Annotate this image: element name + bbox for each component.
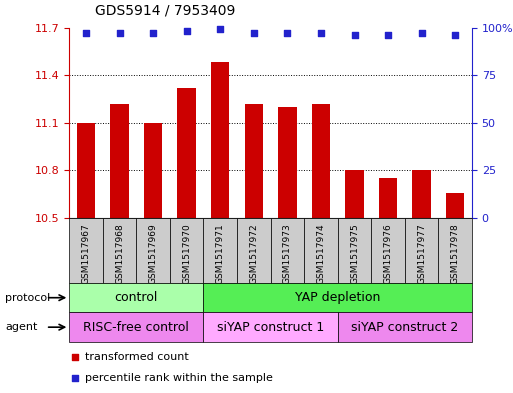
- Text: YAP depletion: YAP depletion: [295, 291, 381, 304]
- Bar: [237, 218, 271, 283]
- Text: RISC-free control: RISC-free control: [84, 321, 189, 334]
- Bar: [412, 171, 431, 218]
- Point: [283, 30, 291, 37]
- Text: GSM1517969: GSM1517969: [149, 223, 157, 284]
- Text: GSM1517973: GSM1517973: [283, 223, 292, 284]
- Bar: [204, 283, 472, 312]
- Point: [115, 30, 124, 37]
- Text: siYAP construct 1: siYAP construct 1: [217, 321, 324, 334]
- Text: transformed count: transformed count: [85, 352, 189, 362]
- Bar: [439, 218, 472, 283]
- Text: protocol: protocol: [5, 293, 50, 303]
- Text: GSM1517976: GSM1517976: [384, 223, 392, 284]
- Text: percentile rank within the sample: percentile rank within the sample: [85, 373, 273, 383]
- Text: agent: agent: [5, 322, 37, 332]
- Text: GDS5914 / 7953409: GDS5914 / 7953409: [95, 4, 235, 18]
- Bar: [144, 123, 163, 218]
- Bar: [379, 178, 397, 218]
- Text: GSM1517970: GSM1517970: [182, 223, 191, 284]
- Bar: [69, 218, 103, 283]
- Point: [250, 30, 258, 37]
- Text: control: control: [115, 291, 158, 304]
- Point: [317, 30, 325, 37]
- Bar: [312, 104, 330, 218]
- Bar: [69, 283, 204, 312]
- Bar: [271, 218, 304, 283]
- Text: GSM1517975: GSM1517975: [350, 223, 359, 284]
- Bar: [345, 171, 364, 218]
- Bar: [405, 218, 439, 283]
- Bar: [170, 218, 204, 283]
- Point: [384, 32, 392, 38]
- Bar: [103, 218, 136, 283]
- Text: GSM1517977: GSM1517977: [417, 223, 426, 284]
- Point: [71, 375, 80, 381]
- Text: GSM1517978: GSM1517978: [451, 223, 460, 284]
- Bar: [278, 107, 297, 218]
- Bar: [338, 312, 472, 342]
- Bar: [204, 218, 237, 283]
- Text: GSM1517971: GSM1517971: [216, 223, 225, 284]
- Point: [216, 26, 224, 33]
- Bar: [204, 312, 338, 342]
- Point: [451, 32, 459, 38]
- Point: [71, 354, 80, 360]
- Bar: [338, 218, 371, 283]
- Point: [418, 30, 426, 37]
- Bar: [110, 104, 129, 218]
- Bar: [245, 104, 263, 218]
- Bar: [136, 218, 170, 283]
- Text: GSM1517972: GSM1517972: [249, 223, 259, 284]
- Point: [149, 30, 157, 37]
- Bar: [446, 193, 464, 218]
- Text: GSM1517974: GSM1517974: [317, 223, 325, 284]
- Text: GSM1517967: GSM1517967: [82, 223, 90, 284]
- Point: [183, 28, 191, 35]
- Bar: [177, 88, 196, 218]
- Bar: [69, 312, 204, 342]
- Bar: [304, 218, 338, 283]
- Text: GSM1517968: GSM1517968: [115, 223, 124, 284]
- Bar: [371, 218, 405, 283]
- Text: siYAP construct 2: siYAP construct 2: [351, 321, 459, 334]
- Bar: [77, 123, 95, 218]
- Point: [82, 30, 90, 37]
- Point: [350, 32, 359, 38]
- Bar: [211, 62, 229, 218]
